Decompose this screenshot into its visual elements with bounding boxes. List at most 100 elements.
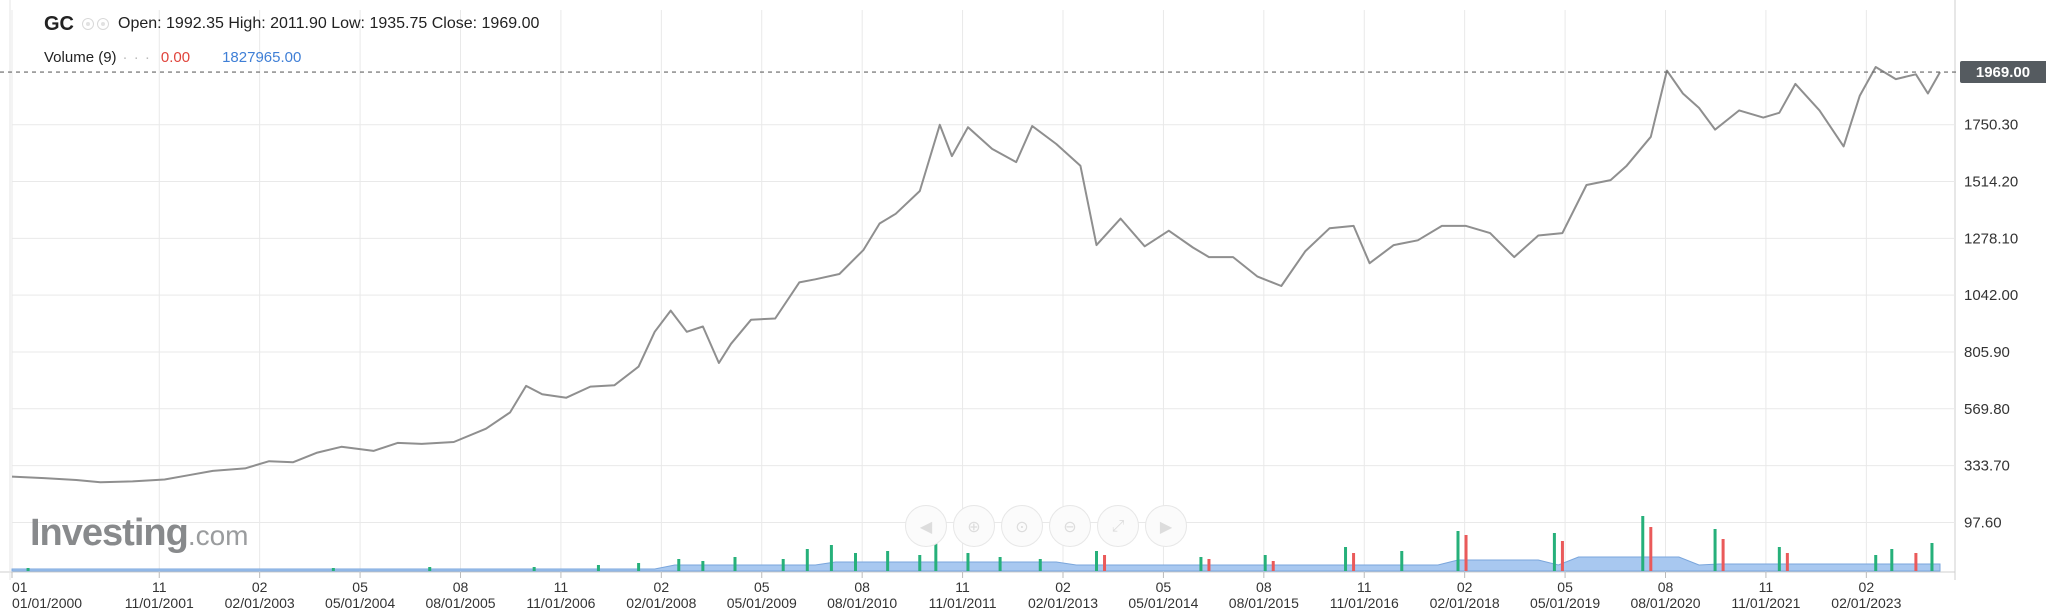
volume-bar: [1649, 527, 1653, 571]
chart-nav-controls: ◀ ⊕ ⊙ ⊖ ⤢ ▶: [905, 505, 1187, 547]
x-tick-label-top: 02: [252, 579, 268, 595]
volume-bar: [637, 563, 641, 571]
volume-bar: [1199, 557, 1203, 571]
y-tick-label: 1278.10: [1964, 230, 2018, 247]
scroll-right-icon[interactable]: ▶: [1145, 505, 1187, 547]
x-tick-label: 08/01/2015: [1229, 595, 1299, 611]
volume-label: Volume (9): [44, 48, 117, 66]
volume-settings-icon[interactable]: · · ·: [122, 48, 151, 66]
scroll-left-icon[interactable]: ◀: [905, 505, 947, 547]
x-tick-label: 11/01/2016: [1330, 595, 1399, 611]
chart-header: GC Open: 1992.35 High: 2011.90 Low: 1935…: [44, 12, 539, 36]
x-tick-label: 11/01/2021: [1731, 595, 1800, 611]
volume-bar: [532, 567, 536, 571]
x-tick-label: 02/01/2013: [1028, 595, 1098, 611]
volume-bar: [1207, 559, 1211, 571]
x-tick-label: 11/01/2006: [526, 595, 595, 611]
volume-bar: [805, 549, 809, 571]
fit-icon[interactable]: ⤢: [1097, 505, 1139, 547]
y-tick-label: 1514.20: [1964, 174, 2018, 191]
symbol-label: GC: [44, 12, 74, 35]
y-tick-label: 97.60: [1964, 514, 2002, 531]
volume-header: Volume (9) · · · 0.00 1827965.00: [44, 47, 301, 67]
volume-bar: [781, 559, 785, 571]
volume-bar: [1400, 551, 1404, 571]
volume-bar: [1552, 533, 1556, 571]
x-tick-label-top: 01: [12, 579, 28, 595]
x-tick-label-top: 05: [1557, 579, 1573, 595]
x-tick-label: 02/01/2023: [1831, 595, 1901, 611]
volume-value-1: 0.00: [160, 48, 191, 66]
volume-bar: [1560, 541, 1564, 571]
x-tick-label: 08/01/2005: [425, 595, 495, 611]
volume-bar: [1456, 531, 1460, 571]
eye-icon[interactable]: [82, 18, 94, 30]
volume-bar: [1641, 516, 1645, 571]
y-tick-label: 1042.00: [1964, 287, 2018, 304]
x-tick-label: 11/01/2011: [929, 595, 997, 611]
volume-bar: [1103, 555, 1107, 571]
volume-bar: [829, 545, 833, 571]
x-tick-label-top: 08: [1256, 579, 1272, 595]
y-tick-label: 333.70: [1964, 458, 2010, 475]
volume-bar: [1930, 543, 1934, 571]
x-tick-label-top: 11: [1759, 579, 1774, 595]
volume-bar: [733, 557, 737, 571]
investing-logo: Investing.com: [30, 512, 249, 554]
x-tick-label: 05/01/2004: [325, 595, 395, 611]
x-tick-label-top: 08: [1658, 579, 1674, 595]
gear-icon[interactable]: [97, 18, 109, 30]
volume-bar: [1464, 535, 1468, 571]
x-tick-label-top: 11: [1357, 579, 1372, 595]
y-tick-label: 805.90: [1964, 344, 2010, 361]
volume-bar: [1874, 555, 1878, 571]
volume-bar: [331, 568, 335, 571]
volume-bar: [596, 565, 600, 571]
volume-bar: [854, 553, 857, 571]
x-tick-label: 02/01/2018: [1430, 595, 1500, 611]
x-tick-label-top: 11: [554, 579, 569, 595]
x-tick-label: 02/01/2008: [626, 595, 696, 611]
x-tick-label-top: 05: [352, 579, 368, 595]
volume-bar: [677, 559, 681, 571]
volume-bar: [1095, 551, 1098, 571]
x-tick-label: 08/01/2020: [1630, 595, 1700, 611]
volume-bar: [1785, 553, 1789, 571]
x-tick-label-top: 05: [754, 579, 770, 595]
volume-bar: [1263, 555, 1267, 571]
volume-bar: [998, 557, 1002, 571]
volume-value-2: 1827965.00: [222, 48, 302, 66]
volume-bar: [26, 568, 30, 571]
x-tick-label: 05/01/2014: [1128, 595, 1198, 611]
ohlc-readout: Open: 1992.35 High: 2011.90 Low: 1935.75…: [118, 15, 540, 32]
volume-bar: [1713, 529, 1717, 571]
x-tick-label: 11/01/2001: [125, 595, 194, 611]
x-tick-label-top: 02: [654, 579, 670, 595]
x-tick-label-top: 11: [152, 579, 167, 595]
x-tick-label: 02/01/2003: [225, 595, 295, 611]
volume-bar: [918, 555, 922, 571]
volume-bar: [1038, 559, 1042, 571]
x-tick-label: 01/01/2000: [12, 595, 82, 611]
y-tick-label: 1750.30: [1964, 117, 2018, 134]
volume-bar: [428, 567, 432, 571]
zoom-in-icon[interactable]: ⊕: [953, 505, 995, 547]
zoom-out-icon[interactable]: ⊖: [1049, 505, 1091, 547]
x-tick-label-top: 05: [1156, 579, 1172, 595]
volume-bar: [1914, 553, 1918, 571]
x-tick-label-top: 02: [1457, 579, 1473, 595]
x-tick-label-top: 08: [854, 579, 870, 595]
x-tick-label-top: 02: [1859, 579, 1875, 595]
x-tick-label: 08/01/2010: [827, 595, 897, 611]
zoom-reset-icon[interactable]: ⊙: [1001, 505, 1043, 547]
volume-bar: [1890, 549, 1894, 571]
volume-bar: [1271, 561, 1275, 571]
x-tick-label: 05/01/2019: [1530, 595, 1600, 611]
y-tick-label: 569.80: [1964, 401, 2010, 418]
volume-bar: [886, 551, 890, 571]
volume-bar: [1352, 553, 1356, 571]
x-tick-label-top: 11: [955, 579, 970, 595]
volume-bar: [966, 553, 970, 571]
